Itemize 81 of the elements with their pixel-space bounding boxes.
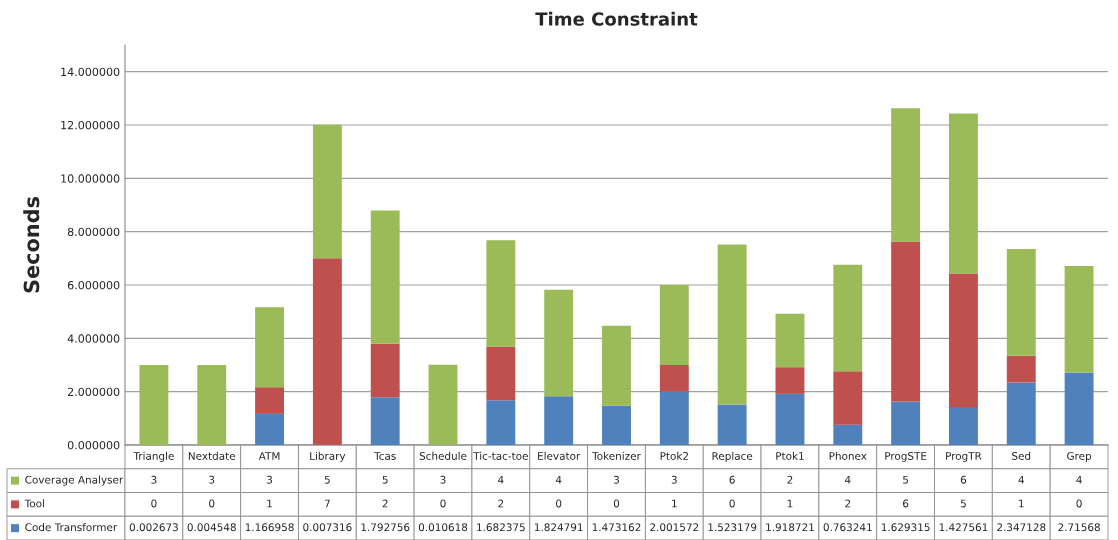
- data-label: 2.001572: [650, 523, 699, 532]
- y-tick-label: 6.000000: [67, 280, 120, 290]
- x-tick-label: Tcas: [374, 452, 396, 460]
- x-tick-label: Grep: [1067, 452, 1092, 462]
- data-label: 1: [787, 499, 793, 508]
- x-tick-label: ProgTR: [946, 452, 982, 462]
- data-label: 5: [324, 475, 330, 484]
- x-tick-label: Library: [310, 451, 346, 462]
- data-label: 6: [729, 475, 735, 484]
- x-tick-label: Sed: [1012, 451, 1031, 460]
- data-label: 0: [151, 499, 157, 508]
- data-label: 0: [556, 499, 562, 508]
- y-tick-label: 4.000000: [67, 334, 120, 343]
- data-label: 0.763241: [823, 523, 872, 532]
- x-tick-label: Phonex: [829, 451, 867, 460]
- data-label: 2: [382, 499, 388, 508]
- data-label: 0.010618: [418, 523, 468, 532]
- data-label: 1: [267, 499, 272, 508]
- data-label: 3: [267, 475, 273, 484]
- data-label: 0.007316: [303, 523, 352, 532]
- data-label: 1.427561: [939, 523, 988, 532]
- data-label: 0: [729, 499, 735, 508]
- data-label: 1.473162: [592, 523, 641, 532]
- data-label: 0: [613, 499, 620, 508]
- y-tick-label: 8.000000: [67, 227, 120, 237]
- data-label: 4: [498, 475, 504, 484]
- data-label: 1.629315: [881, 523, 930, 532]
- data-label: 4: [844, 475, 851, 484]
- data-label: 7: [324, 499, 330, 508]
- x-tick-label: Schedule: [419, 451, 467, 460]
- data-label: 5: [960, 499, 966, 508]
- data-label: 2.347128: [997, 523, 1046, 532]
- x-tick-label: ATM: [258, 452, 280, 460]
- data-label: 2: [787, 475, 793, 484]
- data-label: 6: [903, 499, 909, 508]
- y-axis-title: Seconds: [23, 197, 40, 293]
- data-label: 2: [498, 499, 504, 508]
- chart-title: Time Constraint: [535, 11, 698, 26]
- data-label: 4: [1018, 475, 1024, 484]
- x-tick-label: Elevator: [538, 451, 581, 460]
- data-label: 3: [671, 475, 677, 484]
- y-tick-label: 0.000000: [67, 440, 120, 450]
- x-tick-label: Nextdate: [188, 451, 236, 460]
- x-tick-label: Triangle: [133, 451, 174, 462]
- data-label: 2.71568: [1058, 523, 1100, 532]
- data-label: 1: [672, 499, 677, 508]
- data-label: 3: [440, 475, 446, 484]
- data-label: 4: [555, 475, 562, 484]
- data-label: 1.792756: [361, 523, 410, 532]
- x-tick-label: ProgSTE: [885, 452, 927, 462]
- data-label: 0: [209, 499, 215, 508]
- data-label: 3: [209, 475, 215, 484]
- data-label: 0: [1076, 499, 1082, 508]
- data-label: 1.918721: [766, 523, 814, 532]
- y-tick-label: 12.000000: [61, 120, 120, 130]
- x-tick-label: Tokenizer: [592, 451, 641, 460]
- data-label: 1.523179: [708, 523, 757, 532]
- y-tick-label: 14.000000: [61, 67, 120, 77]
- data-label: 6: [960, 475, 967, 484]
- x-tick-label: Tic-tac-toe: [473, 451, 528, 460]
- data-label: 1.166958: [245, 523, 294, 532]
- data-label: 0.002673: [129, 523, 178, 532]
- data-label: 5: [382, 475, 388, 484]
- data-label: 5: [903, 475, 909, 484]
- x-tick-label: Ptok1: [776, 451, 804, 460]
- legend-label: Tool: [24, 499, 44, 508]
- data-label: 0: [440, 499, 446, 508]
- legend-label: Code Transformer: [25, 523, 118, 532]
- data-label: 1.682375: [477, 523, 525, 532]
- legend-label: Coverage Analyser: [25, 475, 124, 486]
- data-label: 4: [1076, 475, 1082, 484]
- y-tick-label: 10.000000: [61, 174, 120, 183]
- data-label: 0.004548: [187, 523, 236, 532]
- data-label: 2: [845, 499, 851, 508]
- data-label: 1.824791: [534, 523, 583, 532]
- data-label: 3: [151, 475, 157, 484]
- data-label: 1: [1019, 499, 1024, 508]
- x-tick-label: Replace: [712, 451, 753, 462]
- y-tick-label: 2.000000: [67, 387, 120, 397]
- data-label: 3: [613, 475, 619, 484]
- x-tick-label: Ptok2: [660, 451, 688, 460]
